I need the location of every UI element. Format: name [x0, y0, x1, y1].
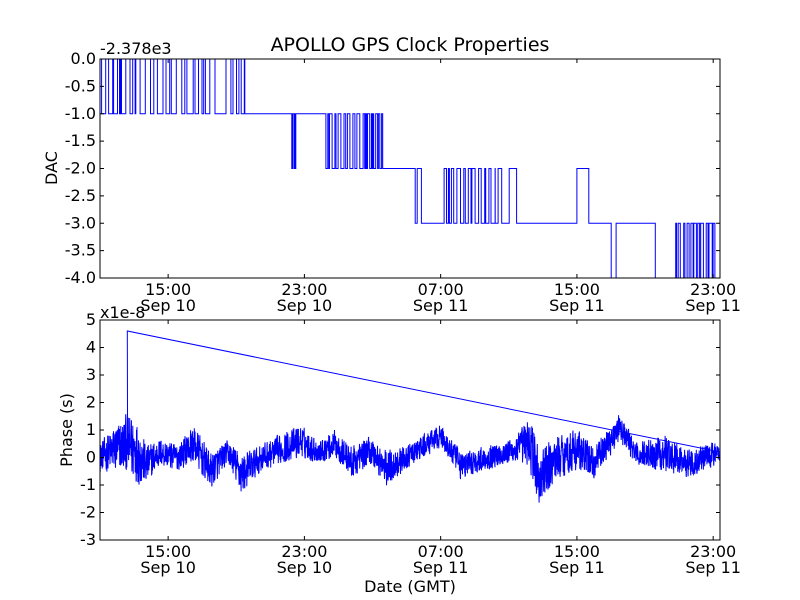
phase-y-tick-label: 1 [86, 420, 96, 439]
phase-x-tick-date: Sep 11 [685, 558, 741, 577]
phase-y-tick-label: 0 [86, 448, 96, 467]
dac-x-tick-date: Sep 11 [413, 296, 469, 315]
phase-x-axis-label: Date (GMT) [364, 577, 456, 596]
phase-y-tick-label: -1 [80, 475, 96, 494]
phase-y-tick-label: 3 [86, 365, 96, 384]
dac-offset-label: -2.378e3 [100, 39, 172, 58]
phase-x-tick-time: 23:00 [690, 542, 736, 561]
phase-x-tick-date: Sep 10 [277, 558, 333, 577]
dac-x-tick-time: 15:00 [145, 280, 191, 299]
phase-y-tick-label: 2 [86, 393, 96, 412]
dac-y-axis-label: DAC [42, 151, 61, 185]
dac-x-tick-date: Sep 11 [549, 296, 605, 315]
dac-x-tick-time: 23:00 [690, 280, 736, 299]
chart-title: APOLLO GPS Clock Properties [271, 34, 550, 56]
phase-x-tick-date: Sep 10 [140, 558, 196, 577]
phase-series-line [100, 330, 720, 503]
phase-offset-label: x1e-8 [100, 303, 145, 322]
dac-x-tick-time: 23:00 [281, 280, 327, 299]
phase-y-tick-label: 4 [86, 338, 96, 357]
dac-y-tick-label: -1.5 [65, 131, 96, 150]
dac-y-tick-label: -0.5 [65, 76, 96, 95]
dac-x-tick-time: 15:00 [554, 280, 600, 299]
dac-series-line [100, 59, 720, 278]
phase-y-tick-label: 5 [86, 310, 96, 329]
dac-x-tick-date: Sep 10 [277, 296, 333, 315]
dac-y-tick-label: -3.0 [65, 213, 96, 232]
phase-y-axis-label: Phase (s) [57, 393, 76, 467]
phase-x-tick-time: 15:00 [145, 542, 191, 561]
phase-x-tick-time: 15:00 [554, 542, 600, 561]
dac-y-tick-label: -2.0 [65, 159, 96, 178]
dac-y-tick-label: -4.0 [65, 268, 96, 287]
dac-y-tick-label: 0.0 [71, 49, 96, 68]
phase-x-tick-time: 07:00 [418, 542, 464, 561]
phase-y-tick-label: -2 [80, 503, 96, 522]
dac-y-tick-label: -2.5 [65, 186, 96, 205]
phase-panel: x1e-8 Phase (s) Date (GMT) 5 4 3 2 1 0 -1 -2 -3 1… [57, 303, 741, 596]
dac-y-tick-label: -3.5 [65, 241, 96, 260]
dac-x-tick-date: Sep 11 [685, 296, 741, 315]
phase-x-tick-date: Sep 11 [413, 558, 469, 577]
phase-y-tick-label: -3 [80, 530, 96, 549]
phase-x-tick-date: Sep 11 [549, 558, 605, 577]
phase-x-tick-time: 23:00 [281, 542, 327, 561]
dac-x-tick-date: Sep 10 [140, 296, 196, 315]
dac-panel: -2.378e3 DAC 0.0 -0.5 -1.0 -1.5 -2.0 -2.5 -3.0… [42, 39, 741, 315]
dac-y-tick-label: -1.0 [65, 104, 96, 123]
dac-x-tick-time: 07:00 [418, 280, 464, 299]
